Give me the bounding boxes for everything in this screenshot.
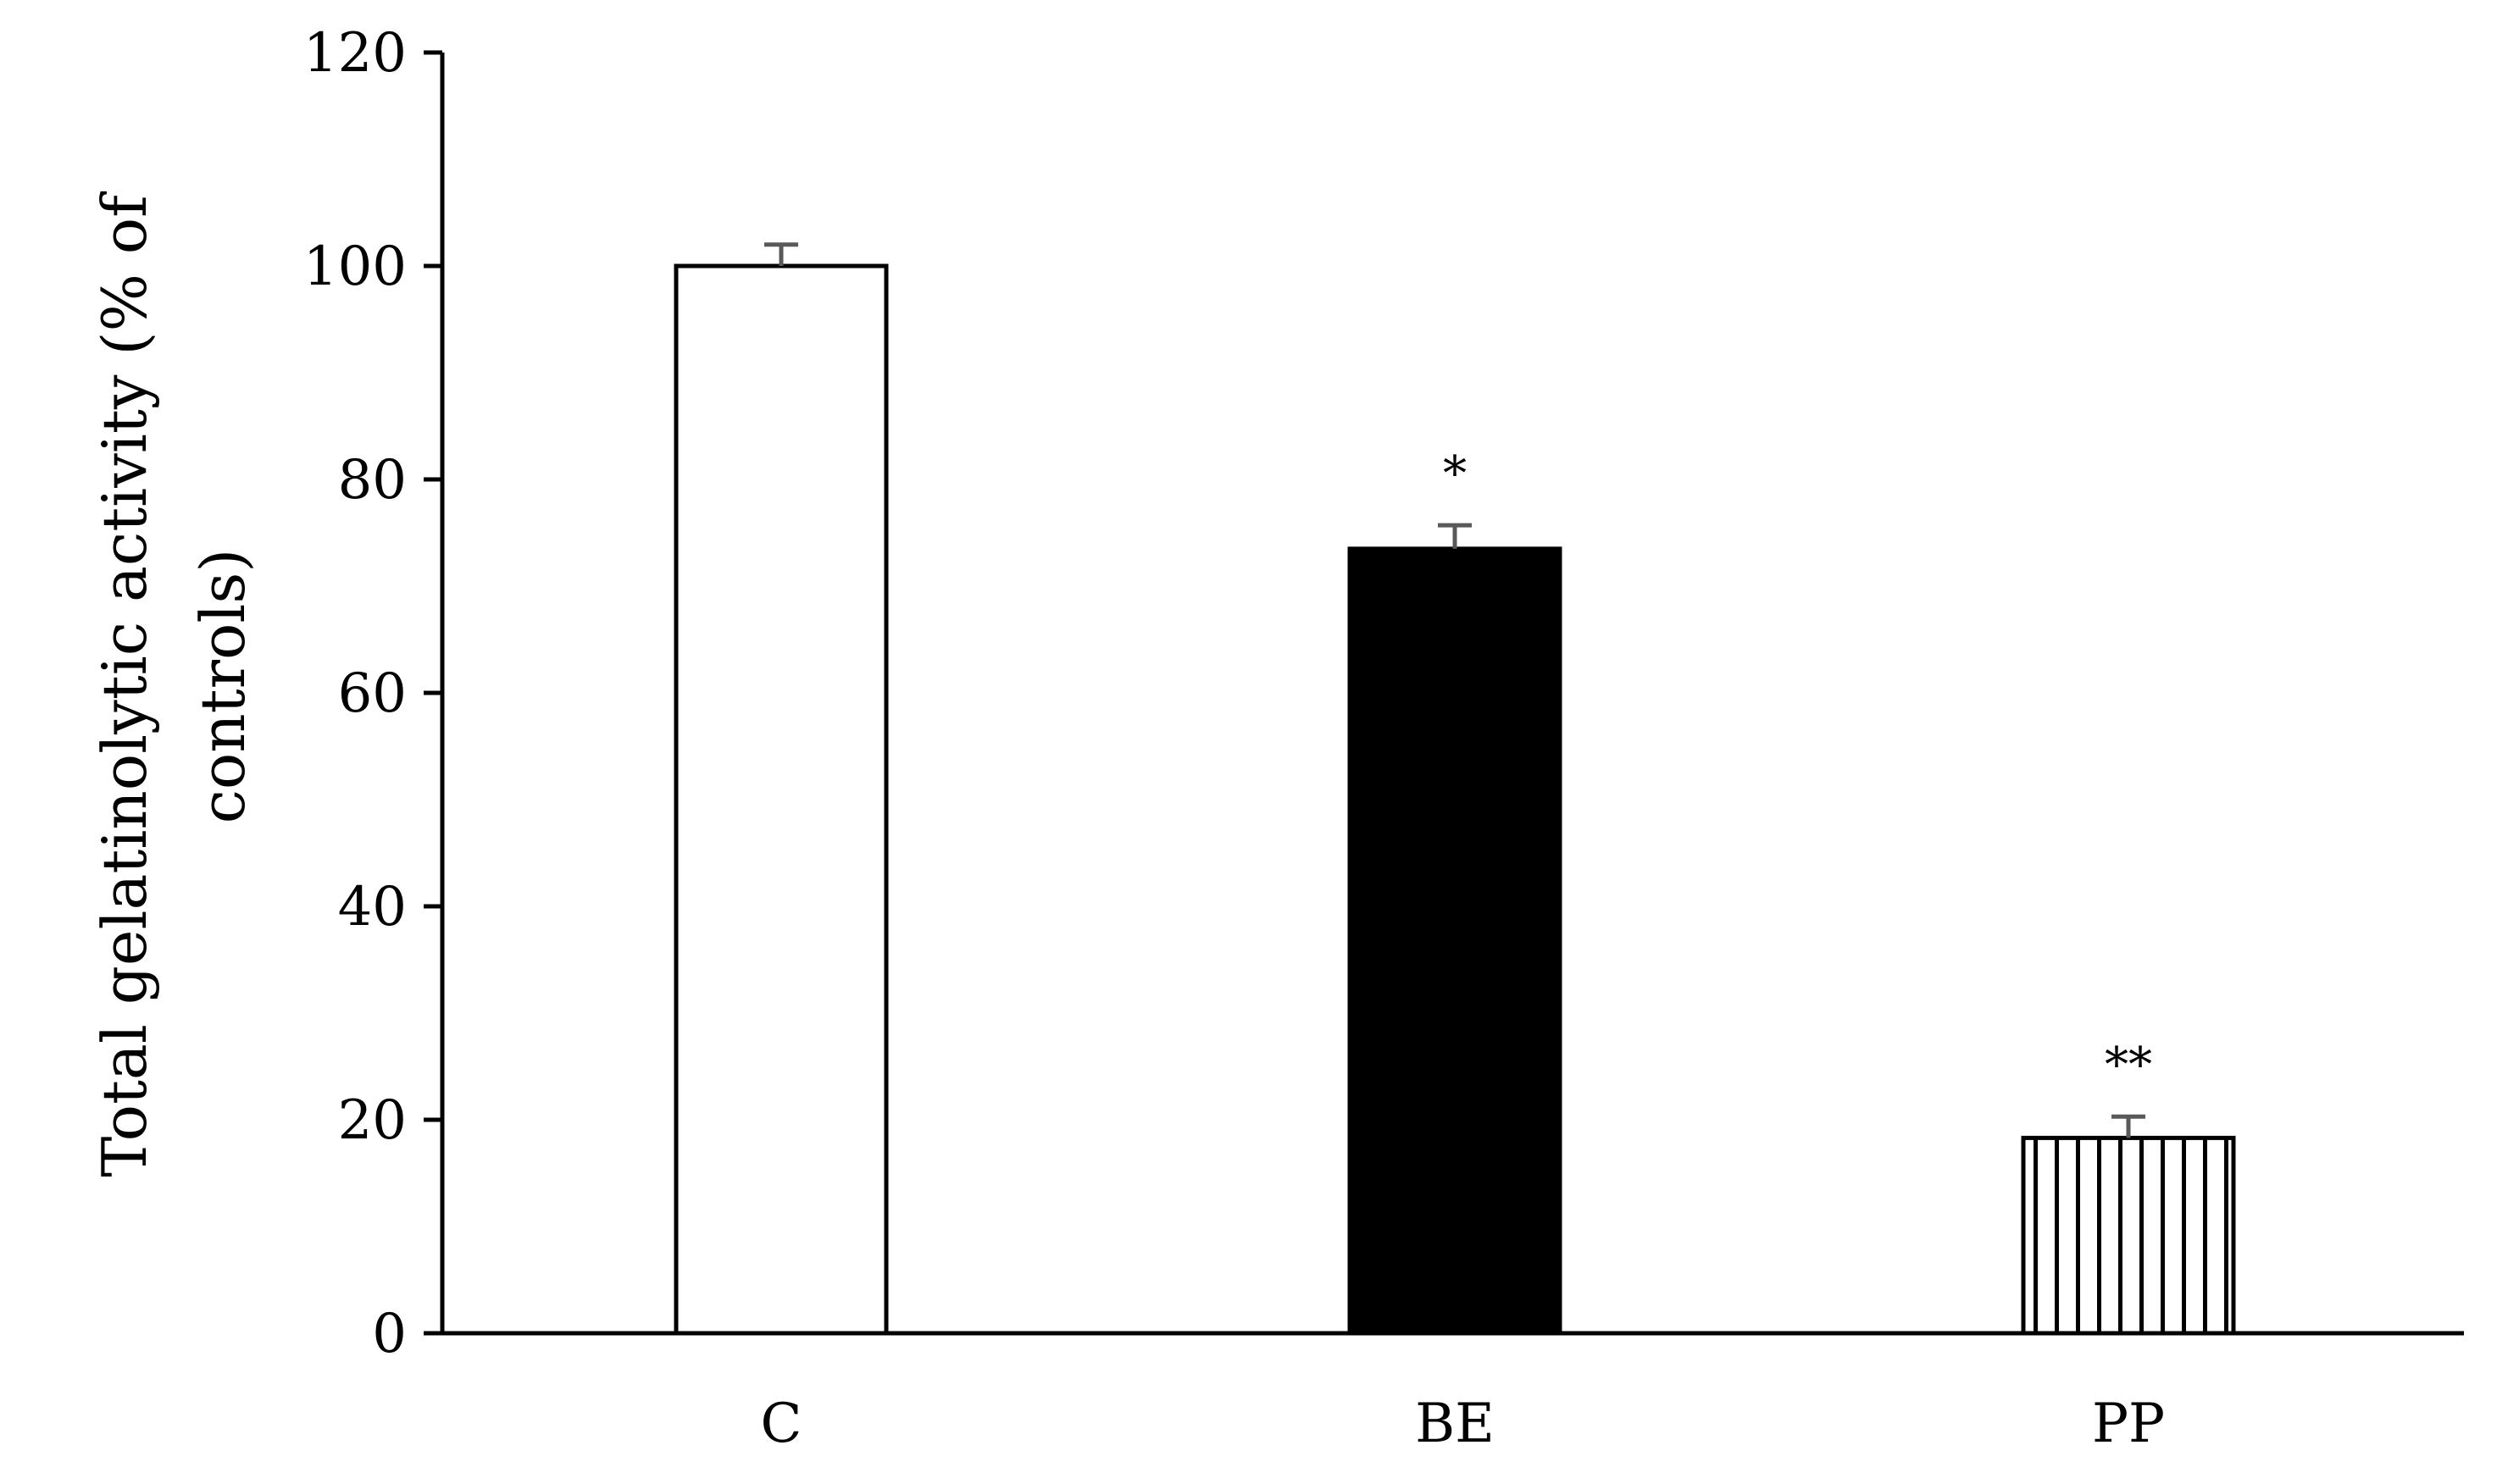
bar-pp [2021, 1135, 2236, 1336]
x-category-label: C [761, 1393, 802, 1455]
bar-c [674, 263, 889, 1336]
bar-be [1347, 546, 1562, 1336]
significance-marker: * [1443, 446, 1467, 501]
x-category-label: BE [1415, 1393, 1495, 1455]
bars-group [674, 263, 2236, 1336]
y-tick-label: 60 [338, 662, 407, 725]
significance-marker: ** [2105, 1038, 2152, 1093]
y-axis-title-line-2: controls) [187, 549, 258, 824]
y-tick-label: 100 [303, 235, 407, 298]
y-tick-label: 20 [338, 1089, 407, 1152]
error-bars-group [764, 242, 2145, 1138]
y-ticks-group: 0 20 40 60 80 100 120 [303, 22, 442, 1365]
y-tick-label: 40 [338, 876, 407, 939]
x-labels-group: C BE PP [761, 1393, 2166, 1455]
y-axis-title: Total gelatinolytic activity (% of contr… [89, 191, 258, 1177]
y-tick-label: 0 [372, 1303, 407, 1365]
y-axis-title-line-1: Total gelatinolytic activity (% of [89, 191, 160, 1177]
x-category-label: PP [2092, 1393, 2165, 1455]
y-tick-label: 80 [338, 449, 407, 512]
y-tick-label: 120 [303, 22, 407, 85]
significance-group: *** [1443, 446, 2152, 1093]
